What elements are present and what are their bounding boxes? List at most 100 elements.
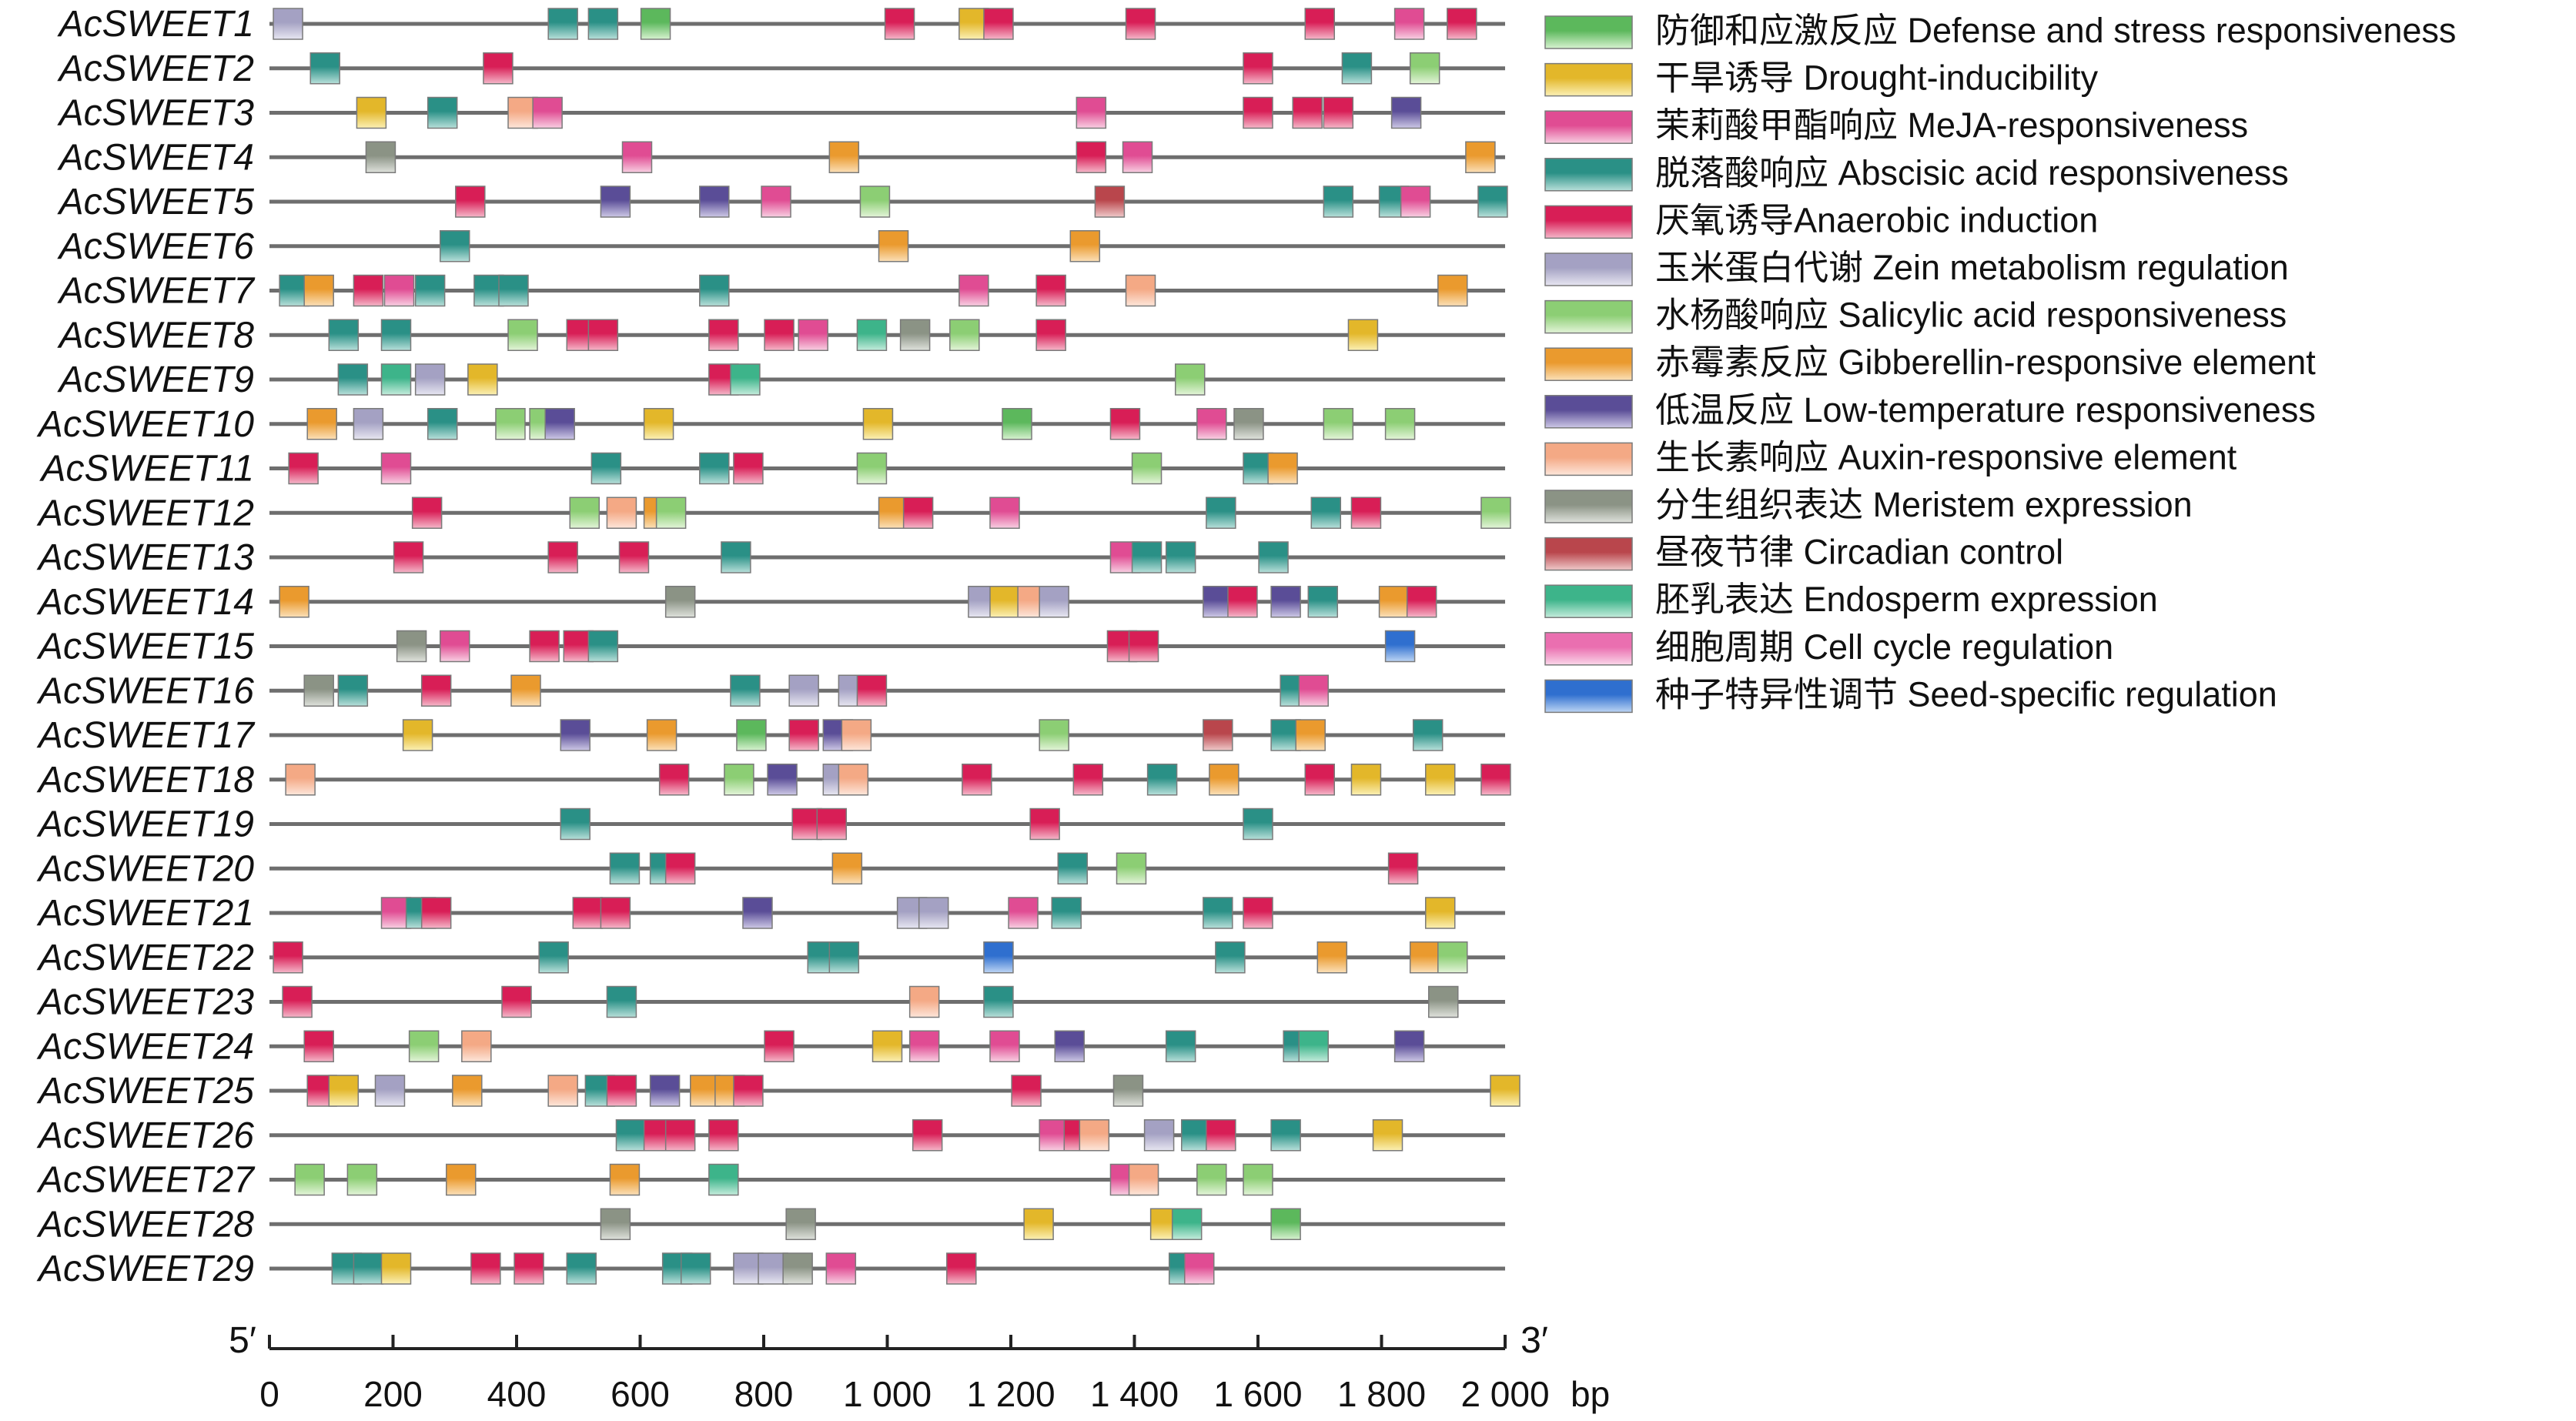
gene-label: AcSWEET24 [36, 1026, 254, 1067]
legend-item-defense: 防御和应激反应 Defense and stress responsivenes… [1544, 11, 2456, 50]
cis-element-drought [871, 1030, 903, 1062]
cis-element-anaerobic [816, 807, 848, 841]
cis-element-aba [309, 52, 340, 85]
cis-element-gibberellin [831, 852, 863, 884]
cis-element-anaerobic [1304, 8, 1335, 40]
cis-element-aba [328, 319, 360, 351]
cis-element-drought [643, 408, 674, 440]
gene-track-acsweet13: AcSWEET13 [36, 537, 1505, 578]
legend-item-salicylic: 水杨酸响应 Salicylic acid responsiveness [1544, 296, 2287, 335]
cis-element-meja [989, 1030, 1020, 1062]
cis-element-salicylic [1437, 941, 1468, 974]
cis-element-lowtemp [767, 764, 798, 796]
cis-element-meja [1076, 96, 1107, 129]
legend-swatch [1544, 299, 1633, 334]
cis-element-salicylic [507, 319, 538, 351]
cis-element-aba [380, 319, 412, 351]
cis-element-anaerobic [1125, 8, 1156, 40]
legend-item-gibberellin: 赤霉素反应 Gibberellin-responsive element [1544, 343, 2316, 382]
cis-element-aba [1310, 497, 1342, 529]
gene-label: AcSWEET11 [38, 449, 254, 490]
gene-label: AcSWEET20 [36, 848, 254, 889]
legend: 防御和应激反应 Defense and stress responsivenes… [1544, 11, 2456, 714]
tick-label: 1 200 [966, 1374, 1055, 1414]
tick-label: 800 [734, 1374, 794, 1414]
cis-element-anaerobic [1029, 807, 1060, 841]
cis-element-anaerobic [273, 941, 303, 974]
cis-element-anaerobic [455, 186, 486, 218]
cis-element-gibberellin [303, 274, 334, 307]
gene-track-acsweet1: AcSWEET1 [57, 4, 1505, 45]
cis-element-anaerobic [393, 541, 424, 573]
gene-label: AcSWEET27 [36, 1160, 256, 1201]
cis-element-drought [989, 586, 1020, 618]
cis-element-meristem [600, 1208, 631, 1240]
cis-element-meristem [1428, 985, 1459, 1018]
cis-element-lowtemp [1054, 1030, 1085, 1062]
cis-element-meristem [782, 1252, 813, 1285]
gene-track-acsweet28: AcSWEET28 [36, 1204, 1505, 1245]
gene-label: AcSWEET29 [36, 1249, 254, 1289]
cis-element-anaerobic [1227, 586, 1258, 618]
legend-swatch [1544, 395, 1633, 429]
legend-swatch [1544, 442, 1633, 476]
cis-element-aba [1243, 807, 1273, 841]
cis-element-anaerobic [1035, 319, 1066, 351]
tick-label: 1 600 [1213, 1374, 1302, 1414]
gene-track-acsweet15: AcSWEET15 [36, 627, 1505, 667]
legend-item-zein: 玉米蛋白代谢 Zein metabolism regulation [1544, 248, 2289, 287]
cis-element-anaerobic [1206, 1119, 1236, 1152]
cis-element-salicylic [408, 1030, 440, 1062]
axis-unit: bp [1571, 1374, 1610, 1414]
cis-element-gibberellin [510, 674, 541, 707]
cis-element-zein [918, 897, 949, 929]
cis-element-aba [538, 941, 569, 974]
cis-element-meja [532, 96, 563, 129]
cis-element-anaerobic [353, 274, 384, 307]
tick-label: 200 [363, 1374, 423, 1414]
gene-label: AcSWEET25 [36, 1071, 254, 1112]
cis-element-gibberellin [446, 1163, 477, 1196]
cis-element-aba [414, 274, 446, 307]
gene-track-acsweet27: AcSWEET27 [36, 1160, 1505, 1201]
cis-element-aba [699, 452, 730, 485]
gene-label: AcSWEET2 [57, 48, 254, 89]
cis-element-salicylic [856, 452, 888, 485]
cis-element-seed [983, 941, 1014, 974]
cis-element-zein [374, 1075, 406, 1107]
cis-element-salicylic [1131, 452, 1163, 485]
cis-element-endosperm [380, 363, 412, 396]
tick-label: 2 000 [1460, 1374, 1549, 1414]
gene-track-acsweet21: AcSWEET21 [36, 893, 1505, 934]
gene-track-acsweet23: AcSWEET23 [36, 982, 1505, 1023]
gene-label: AcSWEET28 [36, 1204, 254, 1245]
legend-label: 赤霉素反应 Gibberellin-responsive element [1655, 343, 2316, 382]
gene-label: AcSWEET3 [57, 93, 255, 134]
cis-element-auxin [461, 1030, 492, 1062]
legend-swatch [1544, 347, 1633, 381]
cis-element-meja [825, 1252, 857, 1285]
cis-element-anaerobic [764, 319, 795, 351]
cis-element-aba [828, 941, 860, 974]
legend-item-circadian: 昼夜节律 Circadian control [1544, 533, 2063, 572]
gene-track-acsweet18: AcSWEET18 [36, 760, 1511, 801]
cis-element-aba [587, 8, 619, 40]
legend-item-endosperm: 胚乳表达 Endosperm expression [1544, 580, 2158, 619]
gene-track-acsweet2: AcSWEET2 [57, 48, 1505, 89]
cis-element-anaerobic [1128, 630, 1159, 663]
cis-element-aba [1215, 941, 1246, 974]
cis-element-aba [566, 1252, 597, 1285]
cis-element-zein [273, 8, 303, 40]
cis-element-aba [609, 852, 641, 884]
cis-element-gibberellin [1437, 274, 1468, 307]
cis-element-anaerobic [470, 1252, 501, 1285]
cis-element-anaerobic [411, 497, 443, 529]
gene-track-acsweet16: AcSWEET16 [36, 670, 1505, 711]
tick-label: 400 [487, 1374, 547, 1414]
cis-element-drought [1490, 1075, 1521, 1107]
gene-label: AcSWEET8 [57, 315, 255, 356]
gene-label: AcSWEET21 [36, 893, 254, 934]
cis-element-aba [699, 274, 730, 307]
cis-element-meristem [396, 630, 427, 663]
cis-element-drought [380, 1252, 412, 1285]
